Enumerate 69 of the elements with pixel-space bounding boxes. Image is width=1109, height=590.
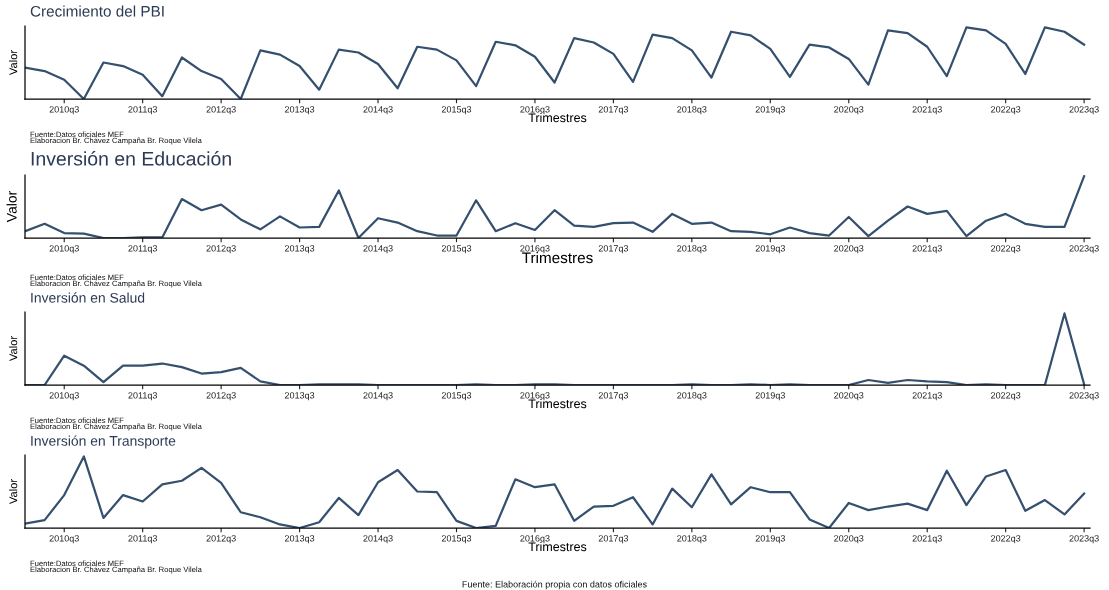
x-tick-label: 2012q3 [206, 106, 236, 115]
chart-title: Crecimiento del PBI [30, 5, 164, 17]
x-tick-label: 2013q3 [284, 245, 315, 254]
x-tick-label: 2019q3 [755, 392, 785, 401]
x-tick-label: 2017q3 [598, 106, 629, 115]
x-tick-label: 2018q3 [677, 106, 707, 115]
y-axis-title: Valor [9, 336, 18, 362]
source-note: Fuente: Elaboración propia con datos oficiales [462, 580, 647, 590]
x-tick-label: 2015q3 [441, 245, 472, 254]
x-tick-label: 2017q3 [598, 535, 629, 544]
x-tick-label: 2020q3 [834, 245, 864, 254]
x-tick-label: 2015q3 [441, 535, 472, 544]
x-tick-label: 2023q3 [1069, 245, 1099, 254]
x-tick-label: 2018q3 [677, 392, 707, 401]
x-axis-title: Trimestres [528, 398, 587, 409]
x-tick-label: 2012q3 [206, 245, 236, 254]
x-tick-label: 2011q3 [128, 392, 158, 401]
x-axis-title: Trimestres [522, 251, 593, 264]
x-tick-label: 2015q3 [441, 106, 472, 115]
x-tick-label: 2022q3 [991, 245, 1021, 254]
chart-title: Inversión en Educación [31, 151, 231, 166]
x-tick-label: 2022q3 [991, 106, 1021, 115]
x-tick-label: 2021q3 [912, 392, 942, 401]
x-tick-label: 2023q3 [1069, 106, 1099, 115]
chart-title: Inversión en Salud [31, 292, 145, 303]
x-tick-label: 2019q3 [755, 535, 785, 544]
x-tick-label: 2023q3 [1069, 535, 1099, 544]
x-axis-title: Trimestres [528, 112, 587, 123]
x-tick-label: 2022q3 [991, 535, 1021, 544]
x-tick-label: 2016q3 [520, 392, 550, 401]
x-tick-label: 2014q3 [363, 245, 393, 254]
x-tick-label: 2011q3 [128, 535, 158, 544]
x-tick-label: 2013q3 [284, 535, 315, 544]
x-tick-label: 2012q3 [206, 535, 236, 544]
x-tick-label: 2013q3 [284, 106, 315, 115]
x-tick-label: 2017q3 [598, 245, 629, 254]
x-tick-label: 2011q3 [128, 106, 158, 115]
x-tick-label: 2010q3 [49, 245, 79, 254]
x-tick-label: 2018q3 [677, 245, 707, 254]
x-tick-label: 2015q3 [441, 392, 472, 401]
x-tick-label: 2010q3 [49, 106, 79, 115]
x-tick-label: 2014q3 [363, 535, 393, 544]
x-tick-label: 2022q3 [991, 392, 1021, 401]
x-tick-label: 2014q3 [363, 392, 393, 401]
x-tick-label: 2016q3 [520, 245, 550, 254]
chart-title: Inversión en Transporte [31, 435, 176, 449]
x-tick-label: 2010q3 [49, 392, 79, 401]
x-tick-label: 2021q3 [912, 106, 942, 115]
x-tick-label: 2020q3 [834, 392, 864, 401]
y-axis-title: Valor [9, 50, 18, 76]
x-tick-label: 2016q3 [520, 106, 550, 115]
y-axis-title: Valor [9, 479, 18, 505]
x-tick-label: 2011q3 [128, 245, 158, 254]
x-tick-label: 2012q3 [206, 392, 236, 401]
x-tick-label: 2010q3 [49, 535, 79, 544]
x-tick-label: 2020q3 [834, 535, 864, 544]
x-tick-label: 2019q3 [755, 245, 785, 254]
x-tick-label: 2017q3 [598, 392, 629, 401]
x-tick-label: 2019q3 [755, 106, 785, 115]
x-tick-label: 2020q3 [834, 106, 864, 115]
x-axis-title: Trimestres [528, 541, 587, 552]
x-tick-label: 2014q3 [363, 106, 393, 115]
x-tick-label: 2021q3 [912, 245, 942, 254]
x-tick-label: 2016q3 [520, 535, 550, 544]
y-axis-title: Valor [6, 191, 17, 223]
x-tick-label: 2013q3 [284, 392, 315, 401]
x-tick-label: 2023q3 [1069, 392, 1099, 401]
x-tick-label: 2018q3 [677, 535, 707, 544]
x-tick-label: 2021q3 [912, 535, 942, 544]
